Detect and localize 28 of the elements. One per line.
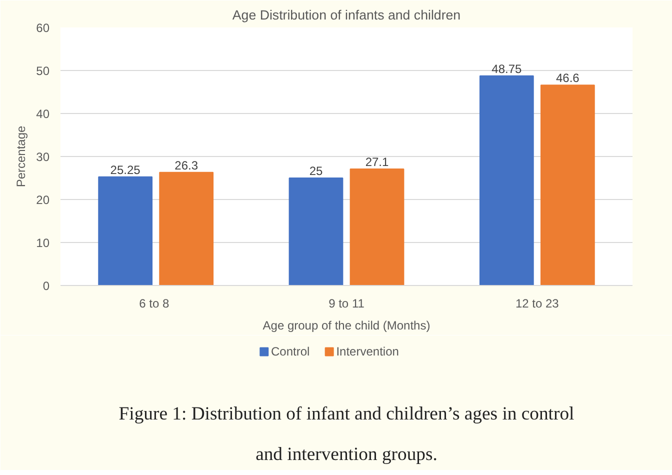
data-label: 26.3 [174,158,198,172]
x-tick-label: 6 to 8 [139,296,170,310]
data-label: 25.25 [110,162,141,177]
y-tick-label: 40 [36,107,50,121]
bar [540,84,595,286]
y-tick-label: 10 [36,236,50,250]
data-label: 48.75 [492,62,522,76]
x-tick-label: 12 to 23 [515,296,560,310]
y-axis-title: Percentage [14,125,28,188]
y-tick-label: 60 [36,21,50,35]
x-tick-label: 9 to 11 [328,296,365,310]
bar [479,75,534,286]
legend-label: Intervention [336,344,399,359]
y-tick-label: 30 [36,150,50,164]
data-label: 25 [309,164,323,178]
y-tick-label: 50 [36,64,50,78]
bar [159,172,214,286]
data-label: 46.6 [556,71,580,86]
bar [98,176,153,286]
legend-label: Control [270,344,310,359]
x-axis-title: Age group of the child (Months) [262,318,430,332]
caption: Figure 1: Distribution of infant and children’s ages in control and intervention groups. [118,403,574,465]
chart-title: Age Distribution of infants and children [232,8,461,22]
y-tick-label: 20 [36,193,50,207]
bar [288,178,344,286]
y-tick-label: 0 [42,279,50,293]
bar [350,168,404,286]
data-label: 27.1 [365,154,390,169]
